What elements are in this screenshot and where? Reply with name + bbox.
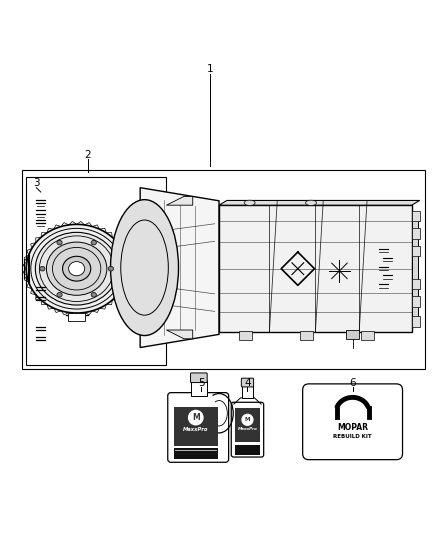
Bar	[219, 205, 412, 332]
Bar	[235, 408, 260, 442]
Bar	[412, 214, 418, 324]
Text: MOPAR: MOPAR	[337, 423, 368, 432]
Ellipse shape	[69, 262, 85, 276]
Text: 5: 5	[198, 377, 205, 387]
Ellipse shape	[91, 240, 96, 245]
Bar	[235, 445, 260, 455]
FancyBboxPatch shape	[303, 384, 403, 459]
Text: 4: 4	[244, 377, 251, 387]
Circle shape	[188, 410, 204, 425]
Text: REBUILD KIT: REBUILD KIT	[333, 434, 372, 439]
Polygon shape	[166, 197, 193, 205]
Polygon shape	[346, 330, 359, 339]
Bar	[412, 296, 420, 307]
Ellipse shape	[244, 200, 255, 205]
Text: 2: 2	[84, 150, 91, 160]
Bar	[242, 385, 253, 398]
Bar	[174, 448, 218, 459]
Bar	[22, 170, 425, 369]
FancyBboxPatch shape	[168, 393, 229, 462]
Ellipse shape	[110, 200, 179, 336]
Ellipse shape	[40, 266, 45, 271]
FancyBboxPatch shape	[191, 373, 207, 383]
Bar	[412, 229, 420, 239]
Text: MaxxPro: MaxxPro	[183, 427, 208, 432]
Bar	[361, 332, 374, 340]
Bar	[412, 211, 420, 221]
Bar	[26, 177, 166, 365]
Text: M: M	[245, 417, 250, 422]
Ellipse shape	[46, 242, 107, 295]
Bar	[174, 407, 218, 446]
FancyBboxPatch shape	[241, 378, 254, 387]
Polygon shape	[166, 330, 193, 339]
Bar	[412, 316, 420, 327]
Ellipse shape	[108, 266, 113, 271]
Circle shape	[241, 414, 254, 426]
Polygon shape	[140, 188, 219, 348]
Ellipse shape	[305, 200, 316, 205]
Bar	[300, 332, 313, 340]
Bar	[239, 332, 252, 340]
Ellipse shape	[91, 293, 96, 297]
Ellipse shape	[35, 232, 118, 305]
Ellipse shape	[57, 293, 62, 297]
FancyBboxPatch shape	[231, 402, 264, 457]
Ellipse shape	[26, 224, 127, 313]
Ellipse shape	[57, 240, 62, 245]
Bar	[191, 381, 207, 395]
Polygon shape	[219, 200, 420, 205]
Bar	[412, 246, 420, 256]
Text: 1: 1	[207, 64, 214, 75]
Text: 3: 3	[33, 178, 40, 188]
Text: MaxxPro: MaxxPro	[237, 426, 258, 431]
Ellipse shape	[63, 256, 91, 281]
Text: 6: 6	[349, 377, 356, 387]
Bar	[412, 279, 420, 289]
Polygon shape	[68, 313, 85, 321]
Text: M: M	[192, 413, 200, 422]
